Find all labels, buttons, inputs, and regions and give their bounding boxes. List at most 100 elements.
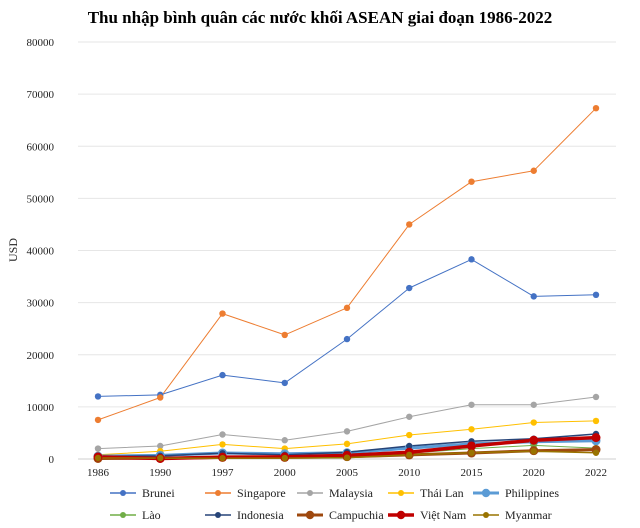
legend-label: Singapore xyxy=(237,486,286,500)
data-point xyxy=(592,449,600,456)
x-tick-label: 1997 xyxy=(212,467,235,479)
chart-title: Thu nhập bình quân các nước khối ASEAN g… xyxy=(88,8,553,27)
series-lines xyxy=(97,107,597,461)
data-point xyxy=(157,394,164,401)
y-tick-label: 80000 xyxy=(27,37,55,49)
data-point xyxy=(94,445,102,452)
data-point xyxy=(592,104,600,112)
legend-item: Việt Nam xyxy=(388,508,467,522)
x-tick-label: 1986 xyxy=(87,467,110,479)
data-point xyxy=(219,454,226,462)
legend-label: Indonesia xyxy=(237,508,284,522)
data-point xyxy=(406,431,413,439)
data-point xyxy=(343,304,351,312)
data-point xyxy=(592,291,600,299)
grid xyxy=(78,41,616,460)
y-axis-ticks: 0 10000 20000 30000 40000 50000 60000 70000 8000… xyxy=(27,37,55,466)
x-tick-label: 2020 xyxy=(523,467,546,479)
legend-item: Lào xyxy=(110,508,161,522)
data-point xyxy=(281,331,288,339)
x-axis-ticks: 1986 1990 1997 2000 2005 2010 2015 2020 2022 xyxy=(87,467,607,479)
data-point xyxy=(406,442,413,450)
legend-swatch-marker xyxy=(120,512,126,518)
data-point xyxy=(219,371,226,379)
data-point xyxy=(530,293,537,300)
legend-label: Philippines xyxy=(505,486,559,500)
data-point xyxy=(529,435,539,445)
y-tick-label: 50000 xyxy=(27,193,55,205)
y-tick-label: 70000 xyxy=(27,89,55,101)
data-point xyxy=(406,221,413,228)
data-point xyxy=(343,428,351,435)
data-point xyxy=(468,178,475,185)
data-point xyxy=(406,284,413,292)
data-point xyxy=(219,431,226,438)
data-point xyxy=(406,451,413,459)
legend-item: Brunei xyxy=(110,486,175,500)
y-tick-label: 20000 xyxy=(27,350,55,362)
y-tick-label: 40000 xyxy=(27,246,55,258)
data-point xyxy=(94,393,102,400)
legend-item: Indonesia xyxy=(205,508,284,522)
series-line xyxy=(97,258,597,397)
x-tick-label: 2000 xyxy=(274,467,297,479)
legend-label: Campuchia xyxy=(329,508,384,522)
y-axis-label: USD xyxy=(6,238,20,262)
data-point xyxy=(94,416,102,424)
x-tick-label: 2015 xyxy=(461,467,484,479)
legend-item: Philippines xyxy=(473,486,559,500)
legend-swatch-marker xyxy=(215,512,221,518)
data-point xyxy=(592,393,600,401)
data-point xyxy=(591,433,601,443)
legend-label: Thái Lan xyxy=(420,486,464,500)
x-tick-label: 2022 xyxy=(585,467,607,479)
legend-item: Campuchia xyxy=(297,508,384,522)
legend-label: Myanmar xyxy=(505,508,552,522)
legend-label: Malaysia xyxy=(329,486,374,500)
series-line xyxy=(97,107,597,421)
data-point xyxy=(157,442,164,450)
data-point xyxy=(157,454,164,462)
data-point xyxy=(530,167,537,174)
legend-label: Lào xyxy=(142,508,161,522)
y-tick-label: 10000 xyxy=(27,402,55,414)
legend-label: Brunei xyxy=(142,486,175,500)
legend-swatch-marker xyxy=(483,512,489,518)
legend-item: Myanmar xyxy=(473,508,552,522)
data-point xyxy=(281,379,288,387)
y-tick-label: 0 xyxy=(49,454,55,466)
data-point xyxy=(406,413,413,420)
series-points xyxy=(93,104,601,463)
legend-swatch-marker xyxy=(305,510,315,520)
data-point xyxy=(468,401,475,408)
y-tick-label: 30000 xyxy=(27,298,55,310)
legend-item: Thái Lan xyxy=(388,486,464,500)
legend-item: Malaysia xyxy=(297,486,374,500)
legend: Brunei Singapore Malaysia Thái Lan Philippin… xyxy=(110,486,559,522)
data-point xyxy=(343,454,351,461)
x-tick-label: 1990 xyxy=(149,467,172,479)
legend-swatch-marker xyxy=(120,490,126,496)
data-point xyxy=(530,447,537,455)
data-point xyxy=(219,310,226,317)
data-point xyxy=(343,335,351,343)
data-point xyxy=(281,454,288,462)
data-point xyxy=(530,419,537,426)
data-point xyxy=(281,437,288,444)
data-point xyxy=(94,454,102,462)
legend-item: Singapore xyxy=(205,486,286,500)
data-point xyxy=(343,440,351,448)
data-point xyxy=(219,441,226,448)
x-tick-label: 2010 xyxy=(398,467,421,479)
data-point xyxy=(468,256,475,263)
legend-swatch-marker xyxy=(396,510,406,520)
data-point xyxy=(530,401,537,408)
legend-label: Việt Nam xyxy=(420,508,467,522)
x-tick-label: 2005 xyxy=(336,467,359,479)
data-point xyxy=(467,441,476,451)
data-point xyxy=(468,426,475,433)
legend-swatch-marker xyxy=(307,490,313,496)
data-point xyxy=(592,417,600,425)
data-point xyxy=(468,449,475,456)
